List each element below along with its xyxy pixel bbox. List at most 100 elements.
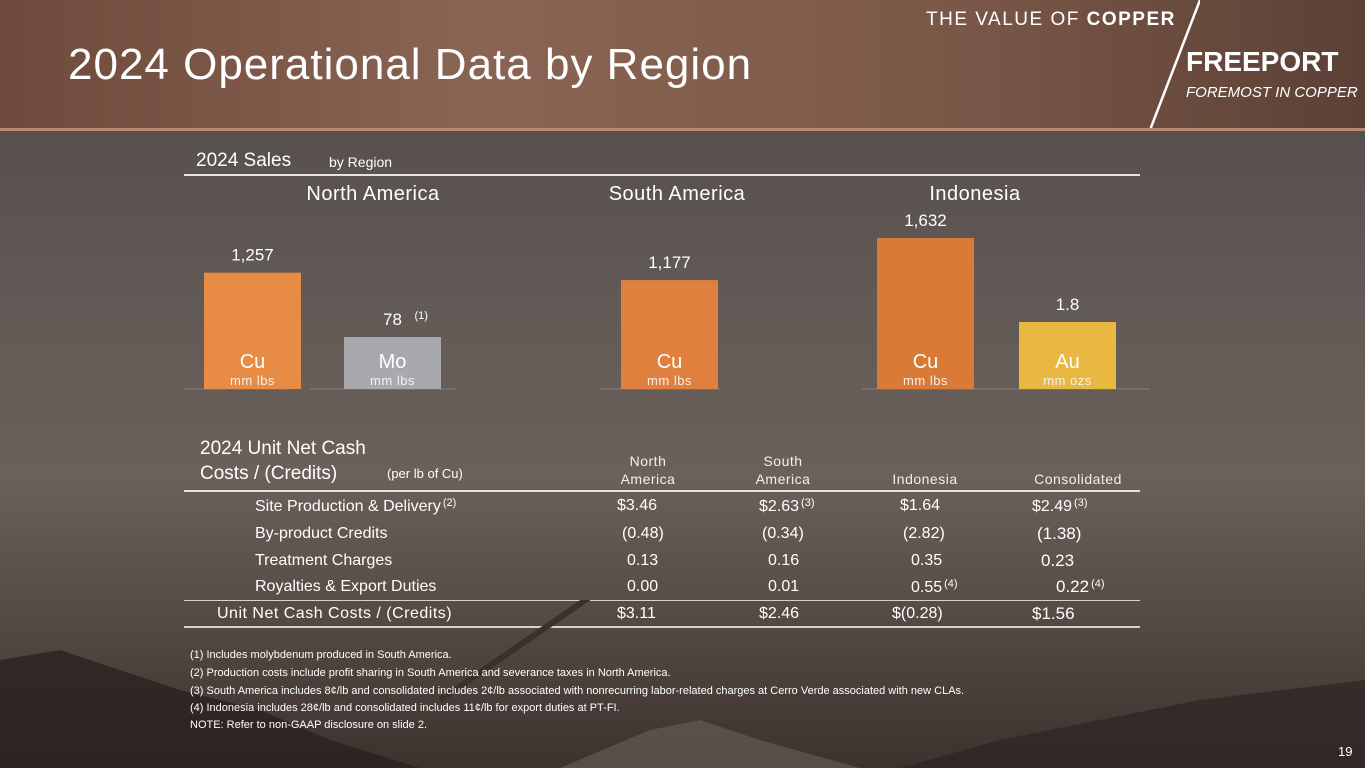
col-head-line2: America [620, 471, 676, 487]
row-label-text: Site Production & Delivery [255, 498, 441, 515]
bar-unit-label-north-america-cu: mm lbs [230, 373, 275, 388]
row-label-treatment-charges: Treatment Charges [255, 552, 393, 569]
conveyor-landscape-silhouette [0, 600, 1365, 768]
bar-value-label-north-america-cu: 1,257 [231, 246, 274, 265]
cell-value: $2.49 [1032, 498, 1073, 515]
costs-subtitle: (per lb of Cu) [387, 466, 463, 481]
cell-royalties-north-america: 0.00 [627, 578, 658, 596]
header-divider-graphic [1148, 0, 1200, 130]
tagline: THE VALUE OF COPPER [926, 9, 1176, 31]
bar-footnote-ref-north-america-mo: (1) [415, 310, 428, 322]
cell-value: 0.00 [627, 578, 659, 595]
cell-treatment-north-america: 0.13 [627, 552, 659, 569]
cell-site-production-indonesia: $1.64 [900, 497, 940, 515]
sales-subtitle: by Region [329, 154, 393, 170]
bar-metal-label-south-america-cu: Cu [657, 351, 683, 373]
total-rule-bottom [184, 626, 1140, 628]
bar-value-label-north-america-mo: 78 [383, 310, 402, 329]
bar-north-america-mo [344, 337, 441, 389]
row-label-site-production: Site Production & Delivery (2) [255, 497, 456, 516]
cell-value: $1.64 [900, 497, 941, 514]
footnote-ref: (3) [1074, 497, 1088, 509]
page-title: 2024 Operational Data by Region [68, 40, 753, 89]
sales-title: 2024 Sales [196, 150, 292, 171]
header-rule [0, 128, 1365, 131]
col-head-south-america: South America [728, 452, 838, 488]
col-head-indonesia: Indonesia [870, 452, 980, 488]
row-label-by-product-credits: By-product Credits [255, 525, 388, 542]
bar-unit-label-south-america-cu: mm lbs [647, 373, 692, 388]
cell-total-consolidated: $1.56 [1032, 604, 1075, 623]
page-number: 19 [1338, 744, 1353, 759]
cell-by-product-consolidated: (1.38) [1037, 524, 1082, 543]
brand-logo-name: FREEPORT [1186, 46, 1339, 77]
cell-treatment-consolidated: 0.23 [1041, 551, 1075, 570]
cell-royalties-south-america: 0.01 [768, 578, 799, 596]
cell-treatment-south-america: 0.16 [768, 552, 800, 569]
cell-by-product-north-america: (0.48) [622, 525, 664, 542]
bar-south-america-cu [621, 280, 718, 389]
cell-royalties-consolidated: 0.22 (4) [1056, 577, 1105, 597]
col-head-line2: Indonesia [892, 471, 958, 487]
bar-indonesia-cu [877, 238, 974, 389]
cell-site-production-consolidated: $2.49 (3) [1032, 497, 1088, 516]
tagline-prefix: THE VALUE OF [926, 9, 1087, 30]
region-south-america: South America [608, 183, 746, 205]
cell-site-production-north-america: $3.46 [617, 497, 657, 515]
sales-rule [184, 174, 1140, 176]
cell-total-north-america: $3.11 [617, 605, 656, 622]
footnote-note: NOTE: Refer to non-GAAP disclosure on sl… [190, 719, 428, 731]
cell-by-product-south-america: (0.34) [762, 525, 804, 542]
bar-value-label-south-america-cu: 1,177 [648, 253, 691, 272]
footnote-2: (2) Production costs include profit shar… [190, 667, 671, 679]
cell-total-indonesia: $(0.28) [892, 605, 943, 622]
footnote-3: (3) South America includes 8¢/lb and con… [190, 685, 965, 697]
col-head-line1: North [629, 453, 667, 469]
col-head-line2: Consolidated [1034, 471, 1122, 487]
bar-metal-label-indonesia-cu: Cu [913, 351, 939, 373]
cell-value: 0.01 [768, 578, 800, 595]
col-head-north-america: North America [593, 452, 703, 488]
bar-value-label-indonesia-au: 1.8 [1056, 295, 1080, 314]
bar-indonesia-au [1019, 322, 1116, 389]
row-label-royalties: Royalties & Export Duties [255, 578, 437, 595]
row-label-total: Unit Net Cash Costs / (Credits) [217, 605, 453, 622]
cell-treatment-indonesia: 0.35 [911, 552, 943, 569]
cell-by-product-indonesia: (2.82) [903, 525, 945, 542]
tagline-emphasis: COPPER [1086, 9, 1176, 30]
total-rule-top [184, 600, 1140, 601]
header-band [0, 0, 1365, 130]
costs-header-rule [184, 490, 1140, 492]
bar-unit-label-indonesia-cu: mm lbs [903, 373, 948, 388]
cell-value: $2.63 [759, 498, 800, 515]
col-head-line1 [1013, 452, 1143, 470]
bar-north-america-cu [204, 272, 301, 389]
footnote-4: (4) Indonesia includes 28¢/lb and consol… [190, 702, 620, 714]
col-head-line2: America [755, 471, 811, 487]
cell-value: 0.55 [911, 579, 943, 596]
footnote-ref: (4) [1091, 578, 1105, 590]
bar-metal-label-north-america-mo: Mo [379, 351, 407, 373]
col-head-line1 [870, 452, 980, 470]
costs-title-line1: 2024 Unit Net Cash [200, 438, 366, 459]
footnote-ref: (4) [944, 578, 958, 590]
bar-unit-label-indonesia-au: mm ozs [1043, 373, 1092, 388]
costs-title: 2024 Unit Net Cash Costs / (Credits) [200, 436, 366, 486]
bar-metal-label-indonesia-au: Au [1055, 351, 1079, 373]
cell-total-south-america: $2.46 [759, 605, 800, 622]
costs-title-line2: Costs / (Credits) [200, 463, 338, 484]
brand-tagline: FOREMOST IN COPPER [1186, 84, 1358, 101]
footnote-ref: (3) [801, 497, 815, 509]
footnote-1: (1) Includes molybdenum produced in Sout… [190, 649, 452, 661]
region-north-america: North America [306, 183, 440, 205]
footnote-ref: (2) [442, 497, 457, 509]
bar-value-label-indonesia-cu: 1,632 [904, 211, 947, 230]
bar-metal-label-north-america-cu: Cu [240, 351, 266, 373]
col-head-consolidated: Consolidated [1013, 452, 1143, 488]
region-indonesia: Indonesia [929, 183, 1021, 205]
cell-royalties-indonesia: 0.55 (4) [911, 578, 958, 597]
cell-value: $3.46 [617, 497, 658, 514]
bar-unit-label-north-america-mo: mm lbs [370, 373, 415, 388]
col-head-line1: South [763, 453, 803, 469]
